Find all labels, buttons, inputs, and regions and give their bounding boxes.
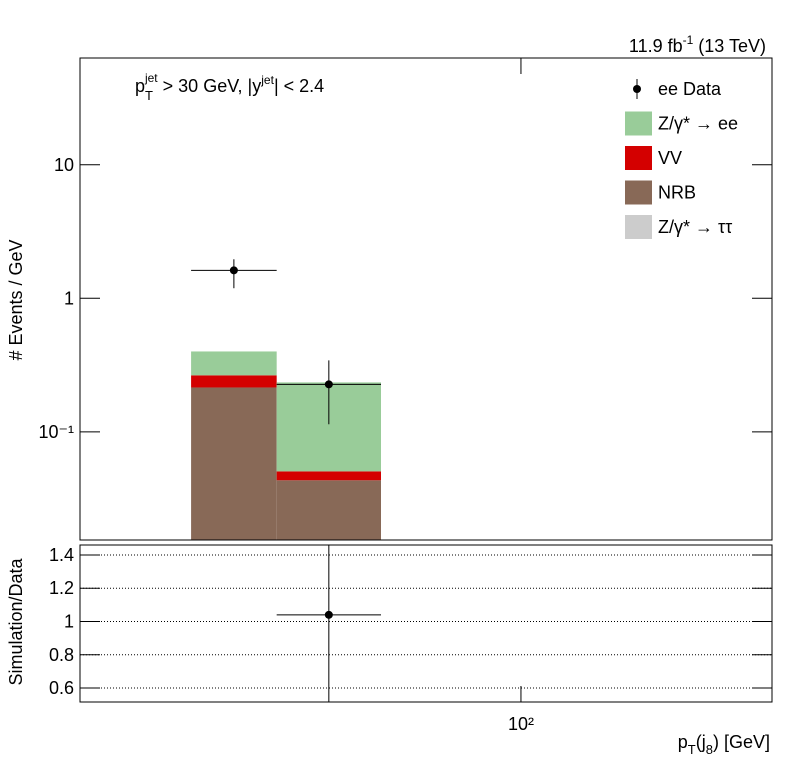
x-label-sub: T	[688, 742, 696, 757]
legend-swatch	[625, 146, 652, 170]
legend-swatch	[625, 111, 652, 136]
stack-bar	[191, 375, 277, 388]
ratio-y-axis-label: Simulation/Data	[6, 557, 26, 685]
annotation-part: | < 2.4	[274, 76, 324, 96]
lumi-text: (13 TeV)	[693, 36, 766, 56]
annotation-sub: T	[145, 88, 153, 103]
y-tick-label: 0.6	[49, 678, 74, 698]
annotation-sup: jet	[144, 71, 158, 85]
legend-label: NRB	[658, 183, 696, 203]
y-tick-label: 10⁻¹	[38, 422, 74, 442]
stack-bar	[191, 387, 277, 540]
stack-bar	[191, 351, 277, 376]
lumi-label: 11.9 fb-1 (13 TeV)	[629, 33, 766, 56]
data-point	[229, 266, 238, 275]
y-tick-label: 1.2	[49, 578, 74, 598]
x-label-part: ) [GeV]	[713, 732, 770, 752]
y-tick-label: 1.4	[49, 545, 74, 565]
legend: ee Data Z/γ* → ee VV NRB Z/γ* → ττ	[625, 79, 738, 239]
axes: 10⁻¹ 1 10 0.6 0.8 1 1.2 1.4 10²	[38, 58, 772, 734]
ratio-frame	[79, 544, 773, 703]
x-label-part: p	[678, 732, 688, 752]
legend-label: VV	[658, 148, 682, 168]
legend-label: Z/γ* → ee	[658, 114, 738, 134]
y-axis-label: # Events / GeV	[6, 239, 26, 360]
x-label-part: (j	[696, 732, 706, 752]
annotation-part: > 30 GeV, |y	[158, 76, 262, 96]
x-axis-label: pT(j8) [GeV]	[678, 732, 770, 757]
x-tick-label: 10²	[508, 714, 534, 734]
legend-swatch	[625, 180, 652, 205]
annotation: pTjet > 30 GeV, |yjet| < 2.4	[135, 71, 324, 103]
x-label-sub: 8	[706, 742, 713, 757]
lumi-text: 11.9 fb	[629, 36, 683, 56]
legend-marker	[633, 85, 641, 93]
stack-bar	[276, 480, 381, 540]
legend-label: Z/γ* → ττ	[658, 217, 732, 237]
ratio-point	[324, 610, 333, 619]
main-frame	[79, 57, 773, 541]
ratio-plot-area	[276, 545, 381, 702]
y-tick-label: 1	[64, 288, 74, 308]
main-plot-area	[191, 259, 381, 540]
annotation-sup: jet	[260, 73, 274, 87]
y-tick-label: 0.8	[49, 645, 74, 665]
data-point	[324, 380, 333, 389]
lumi-sup: -1	[683, 33, 694, 47]
y-tick-label: 1	[64, 612, 74, 632]
annotation-part: p	[135, 76, 145, 96]
legend-label: ee Data	[658, 79, 722, 99]
stack-bar	[276, 471, 381, 481]
legend-swatch	[625, 215, 652, 239]
y-tick-label: 10	[54, 155, 74, 175]
